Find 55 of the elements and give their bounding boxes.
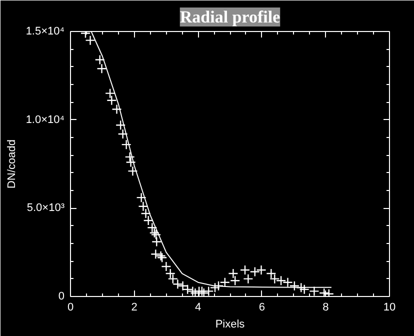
point — [250, 266, 260, 277]
point — [104, 88, 116, 98]
point — [152, 236, 162, 247]
point — [128, 166, 138, 176]
point — [270, 274, 280, 284]
point — [161, 261, 172, 272]
x-axis-title: Pixels — [215, 318, 246, 330]
point — [140, 208, 151, 219]
x-tick-label: 2 — [131, 302, 138, 314]
point — [124, 152, 135, 162]
point — [172, 279, 183, 290]
point — [324, 288, 334, 296]
x-tick-label: 6 — [258, 302, 265, 314]
x-tick-label: 0 — [67, 302, 74, 314]
chart-title: Radial profile — [180, 8, 281, 26]
point — [126, 157, 136, 168]
point — [256, 264, 266, 276]
y-tick-label: 0 — [58, 290, 65, 302]
point — [230, 276, 240, 286]
point — [121, 139, 132, 150]
point — [168, 274, 178, 284]
point — [118, 128, 128, 140]
point — [289, 280, 300, 291]
point — [243, 274, 254, 284]
point — [228, 268, 238, 279]
point — [112, 104, 122, 114]
point — [266, 268, 276, 279]
point — [182, 284, 193, 295]
point — [94, 54, 105, 65]
point — [147, 222, 158, 233]
point — [282, 277, 293, 288]
point — [150, 249, 161, 260]
x-tick-label: 10 — [383, 302, 396, 314]
y-tick-label: 5.0×10³ — [26, 202, 65, 214]
point — [115, 120, 126, 130]
y-tick-label: 1.0×10⁴ — [26, 114, 65, 126]
point — [319, 288, 330, 296]
point — [178, 280, 188, 291]
point — [96, 63, 107, 74]
point — [85, 35, 96, 46]
point — [106, 95, 117, 106]
point — [296, 282, 306, 293]
point — [165, 268, 176, 279]
x-tick-label: 8 — [322, 302, 329, 314]
point — [143, 215, 154, 226]
point — [240, 264, 250, 276]
y-tick-label: 1.5×10⁴ — [26, 26, 65, 38]
y-axis-title: DN/coadd — [6, 140, 18, 188]
point — [299, 284, 310, 295]
point — [309, 286, 320, 296]
point — [136, 192, 146, 203]
point — [190, 288, 200, 296]
point — [138, 201, 148, 212]
x-tick-label: 4 — [195, 302, 202, 314]
point — [276, 276, 286, 286]
